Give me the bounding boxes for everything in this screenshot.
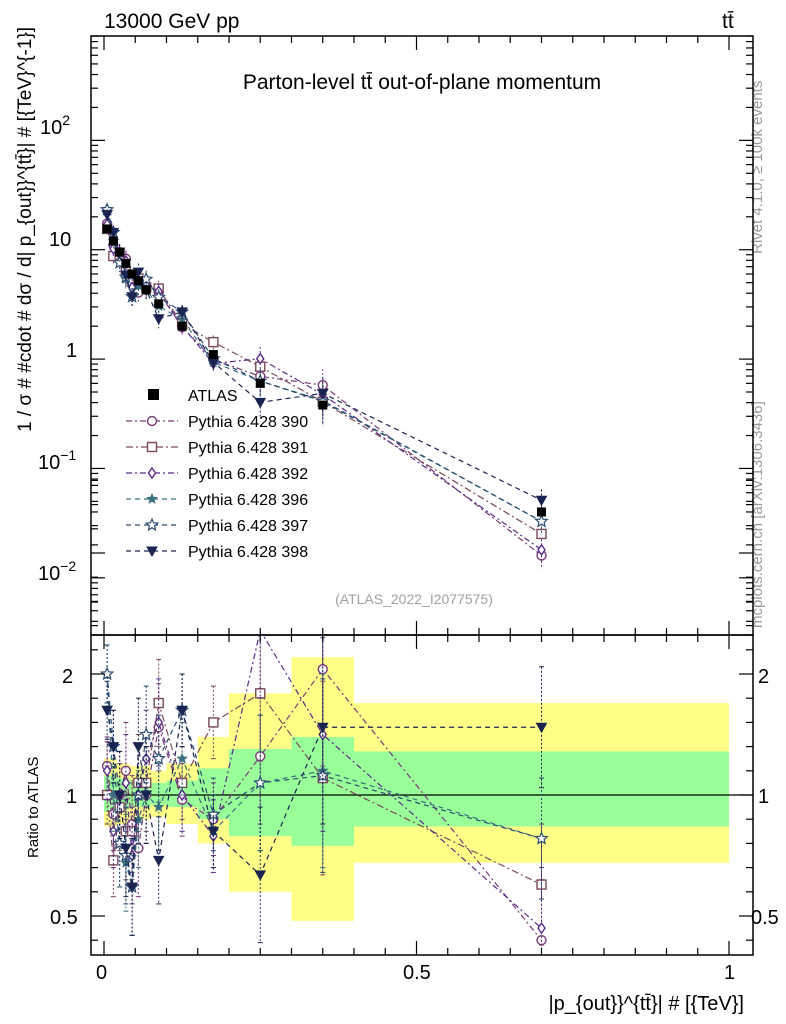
main-point — [535, 495, 548, 507]
atlas-data-point — [108, 236, 118, 246]
ratio-point — [176, 705, 188, 717]
main-panel-series — [99, 202, 549, 570]
main-point — [537, 543, 546, 557]
header-left: 13000 GeV pp — [104, 10, 239, 33]
legend-label: Pythia 6.428 392 — [188, 466, 308, 483]
main-point — [152, 314, 165, 325]
atlas-data-point — [133, 276, 143, 286]
legend-label-atlas: ATLAS — [188, 388, 238, 405]
legend: ATLAS Pythia 6.428 390 Pythia 6.428 391 Py… — [126, 388, 308, 561]
main-point — [534, 513, 549, 528]
atlas-data-point — [208, 350, 218, 360]
header-right: tt̄ — [722, 10, 734, 33]
ratio-point — [113, 790, 126, 802]
ratio-point — [316, 722, 329, 734]
ratio-tick-label-0.5: 0.5 — [50, 907, 78, 929]
legend-label: Pythia 6.428 398 — [188, 544, 308, 561]
legend-marker — [147, 466, 157, 480]
ratio-point — [118, 847, 134, 862]
ratio-band-stat-bin — [122, 778, 129, 810]
main-series-line — [106, 209, 542, 522]
atlas-data-point — [318, 400, 328, 410]
ratio-point — [252, 775, 268, 790]
x-tick-label-0.5: 0.5 — [403, 962, 431, 984]
main-point — [255, 352, 265, 365]
y-axis-title: 1 / σ # #cdot # dσ / d| p_{out}}^{tt̄}| … — [15, 27, 36, 432]
legend-label: Pythia 6.428 391 — [188, 440, 308, 457]
x-axis-title: |p_{out}}^{tt̄}| # [{TeV}] — [548, 993, 744, 1015]
ratio-point — [107, 742, 120, 753]
ratio-point — [534, 831, 549, 845]
ratio-point — [151, 751, 166, 765]
ratio-point — [102, 764, 112, 778]
ratio-point — [152, 801, 165, 812]
ratio-point — [535, 722, 548, 734]
ratio-point — [120, 843, 132, 855]
main-point — [536, 528, 547, 540]
ratio-uncertainty-bands — [104, 657, 729, 921]
ratio-point — [121, 776, 131, 790]
ratio-point — [254, 870, 267, 881]
x-tick-label-1: 1 — [724, 962, 735, 984]
ratio-point — [126, 882, 138, 893]
main-series-line — [106, 209, 542, 522]
main-point — [254, 397, 267, 409]
atlas-data-point — [154, 299, 164, 309]
ratio-point — [140, 790, 153, 802]
atlas-data-point — [537, 507, 546, 517]
ratio-tick-label-0.5-right: 0.5 — [751, 907, 779, 929]
atlas-data-point — [127, 269, 137, 279]
ratio-point — [99, 666, 115, 681]
ratio-point — [537, 921, 546, 935]
legend-label: Pythia 6.428 390 — [188, 414, 308, 431]
atlas-data-point — [121, 258, 131, 268]
y-tick-label-10: 10 — [49, 229, 71, 251]
y-tick-label-0.1: 10−1 — [38, 447, 76, 474]
legend-marker-atlas — [148, 389, 159, 400]
main-point — [126, 292, 138, 303]
legend-marker — [144, 517, 160, 532]
legend-label: Pythia 6.428 397 — [188, 518, 308, 535]
ratio-tick-label-2: 2 — [62, 666, 73, 688]
ratio-point — [206, 806, 221, 821]
atlas-data-point — [141, 285, 151, 295]
ratio-panel-series — [99, 635, 549, 955]
atlas-data-point — [255, 378, 265, 388]
ratio-point — [208, 717, 219, 728]
ratio-point — [132, 742, 145, 753]
x-tick-label-0: 0 — [96, 962, 107, 984]
ratio-tick-label-1: 1 — [66, 786, 77, 808]
legend-marker — [146, 441, 158, 453]
ratio-point — [207, 826, 220, 838]
side-label-rivet: Rivet 4.1.0, ≥ 100k events — [749, 81, 766, 254]
y-tick-label-100: 102 — [40, 112, 70, 139]
atlas-data-point — [102, 224, 112, 234]
legend-label: Pythia 6.428 396 — [188, 492, 308, 509]
ratio-band-stat-bin — [129, 780, 136, 808]
main-point — [316, 388, 329, 400]
y-tick-label-1: 1 — [66, 340, 77, 362]
ratio-point — [139, 726, 154, 741]
axis-ticks — [91, 35, 753, 955]
atlas-data-point — [115, 247, 125, 257]
ratio-point — [152, 855, 165, 867]
ratio-axis-title: Ratio to ATLAS — [25, 757, 42, 858]
y-tick-label-0.01: 10−2 — [38, 558, 76, 585]
ratio-tick-label-1-right: 1 — [758, 786, 769, 808]
atlas-data-point — [177, 321, 187, 331]
analysis-tag: (ATLAS_2022_I2077575) — [335, 591, 493, 607]
main-point — [176, 307, 188, 318]
plot-title: Parton-level tt̄ out-of-plane momentum — [243, 71, 601, 94]
main-series-line — [106, 214, 542, 501]
main-point — [208, 336, 219, 348]
ratio-tick-label-2-right: 2 — [758, 666, 769, 688]
legend-marker — [146, 546, 158, 558]
main-point — [101, 210, 113, 221]
legend-marker — [146, 415, 158, 427]
legend-marker — [146, 492, 158, 504]
ratio-point — [101, 705, 113, 717]
ratio-point — [176, 752, 188, 764]
